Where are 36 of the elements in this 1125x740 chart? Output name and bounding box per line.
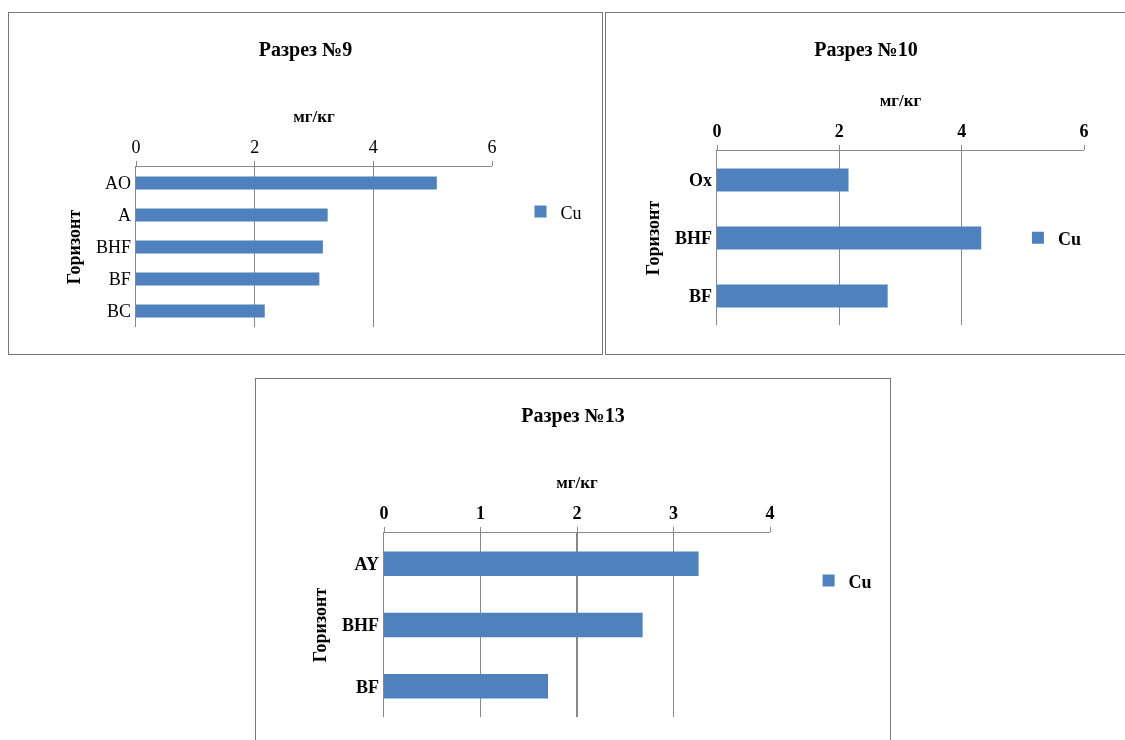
y-tick-label: BHF xyxy=(674,228,712,249)
x-tick-label: 2 xyxy=(572,503,582,524)
y-tick-label: A xyxy=(117,205,131,226)
x-tick-label: 4 xyxy=(368,137,378,158)
x-tick-label: 0 xyxy=(131,137,141,158)
y-tick-label: BF xyxy=(688,286,712,307)
y-tick-label: BHF xyxy=(341,615,379,636)
chart-title: Разрез №9 xyxy=(258,38,353,61)
x-axis-title: мг/кг xyxy=(293,107,336,127)
y-tick-label: AO xyxy=(104,173,131,194)
x-tick-label: 4 xyxy=(957,121,967,142)
x-tick-label: 0 xyxy=(379,503,389,524)
x-tick-label: 1 xyxy=(476,503,485,524)
x-tick-label: 6 xyxy=(1079,121,1089,142)
x-tick-label: 3 xyxy=(669,503,678,524)
legend-label: Cu xyxy=(1057,228,1081,249)
y-axis-title: Горизонт xyxy=(310,587,331,663)
chart-title: Разрез №10 xyxy=(814,38,918,61)
y-tick-label: BF xyxy=(108,269,131,290)
y-tick-label: BC xyxy=(106,301,131,322)
y-tick-label: BF xyxy=(355,676,379,697)
x-tick-label: 0 xyxy=(712,121,722,142)
y-tick-label: AY xyxy=(354,553,379,574)
x-tick-label: 2 xyxy=(250,137,260,158)
x-tick-label: 6 xyxy=(487,137,497,158)
x-tick-label: 2 xyxy=(834,121,844,142)
legend-label: Cu xyxy=(560,202,582,223)
chart-title: Разрез №13 xyxy=(521,404,625,427)
x-axis-title: мг/кг xyxy=(556,473,599,493)
legend-label: Cu xyxy=(848,571,872,592)
x-axis-title: мг/кг xyxy=(879,91,922,111)
x-tick-label: 4 xyxy=(765,503,775,524)
y-tick-label: Ox xyxy=(688,170,712,191)
y-axis-title: Горизонт xyxy=(64,209,85,285)
y-tick-label: BHF xyxy=(95,237,131,258)
y-axis-title: Горизонт xyxy=(643,200,664,276)
